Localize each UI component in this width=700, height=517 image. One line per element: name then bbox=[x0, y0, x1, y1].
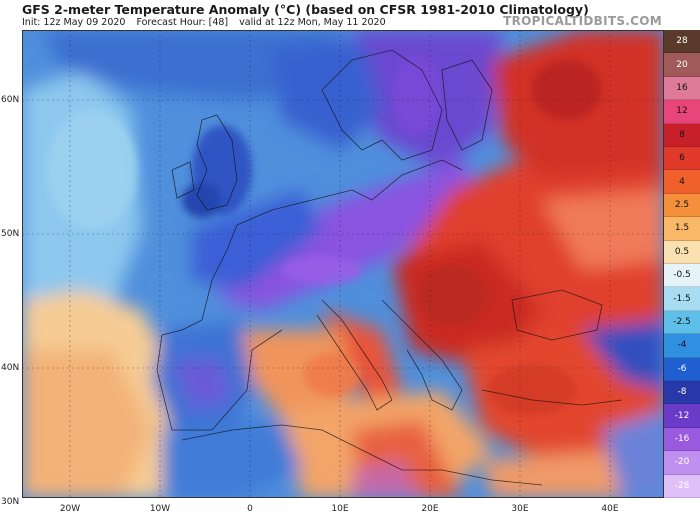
lon-label-20w: 20W bbox=[59, 504, 81, 514]
colorbar-label: 20 bbox=[676, 59, 688, 70]
header: GFS 2-meter Temperature Anomaly (°C) (ba… bbox=[0, 0, 700, 30]
init-time: Init: 12z May 09 2020 bbox=[22, 17, 126, 28]
map-subtitle: Init: 12z May 09 2020 Forecast Hour: [48… bbox=[22, 17, 394, 28]
colorbar-cell: -16 bbox=[664, 427, 700, 452]
colorbar-label: 8 bbox=[679, 129, 685, 140]
lon-label-30e: 30E bbox=[511, 504, 529, 514]
colorbar-cell: 1.5 bbox=[664, 217, 700, 241]
colorbar-cell: -28 bbox=[664, 474, 700, 498]
colorbar-label: -1.5 bbox=[673, 293, 691, 304]
colorbar-label: 0.5 bbox=[674, 246, 690, 257]
colorbar-label: 6 bbox=[679, 153, 685, 164]
colorbar-label: -16 bbox=[674, 433, 690, 444]
colorbar-label: -12 bbox=[674, 410, 690, 421]
colorbar-legend: 28 20 16 12 8 6 4 2.5 1.5 0.5 -0.5 -1.5 -2.5 -4 -6 -8 -1… bbox=[664, 30, 700, 498]
colorbar-label: 4 bbox=[679, 176, 685, 187]
colorbar-label: 28 bbox=[676, 36, 688, 47]
colorbar-cell: -4 bbox=[664, 334, 700, 358]
colorbar-label: 2.5 bbox=[674, 199, 690, 210]
colorbar-cell: 0.5 bbox=[664, 240, 700, 264]
lat-label-60n: 60N bbox=[1, 95, 20, 105]
colorbar-cell: -6 bbox=[664, 357, 700, 381]
colorbar-cell: -8 bbox=[664, 381, 700, 405]
lon-label-0: 0 bbox=[247, 504, 253, 514]
map-canvas bbox=[22, 30, 664, 498]
colorbar-label: -4 bbox=[677, 340, 687, 351]
forecast-hour: Forecast Hour: [48] bbox=[136, 17, 229, 28]
colorbar-cell: 8 bbox=[664, 123, 700, 147]
colorbar-cell: -1.5 bbox=[664, 287, 700, 311]
brand-watermark: TROPICALTIDBITS.COM bbox=[503, 14, 662, 28]
colorbar-cell: 16 bbox=[664, 76, 700, 101]
lat-label-30n: 30N bbox=[1, 497, 20, 507]
colorbar-label: 16 bbox=[676, 82, 688, 93]
colorbar-cell: 12 bbox=[664, 100, 700, 124]
colorbar-cell: 20 bbox=[664, 53, 700, 77]
map-title: GFS 2-meter Temperature Anomaly (°C) (ba… bbox=[22, 2, 589, 17]
colorbar-cell: -12 bbox=[664, 404, 700, 428]
colorbar-label: -6 bbox=[677, 363, 687, 374]
colorbar-cell: 2.5 bbox=[664, 193, 700, 218]
colorbar-cell: -20 bbox=[664, 451, 700, 475]
graticule bbox=[22, 30, 664, 498]
lon-label-40e: 40E bbox=[601, 504, 619, 514]
lon-label-10e: 10E bbox=[331, 504, 349, 514]
colorbar-cell: -0.5 bbox=[664, 264, 700, 288]
lon-label-10w: 10W bbox=[149, 504, 171, 514]
lon-label-20e: 20E bbox=[421, 504, 439, 514]
colorbar-label: 12 bbox=[676, 106, 688, 117]
lat-label-40n: 40N bbox=[1, 363, 20, 373]
colorbar-label: -2.5 bbox=[673, 316, 691, 327]
colorbar-cell: 28 bbox=[664, 30, 700, 54]
coastlines bbox=[156, 49, 623, 486]
colorbar-label: -8 bbox=[677, 387, 687, 398]
colorbar-cell: 6 bbox=[664, 147, 700, 171]
valid-time: valid at 12z Mon, May 11 2020 bbox=[239, 17, 386, 28]
colorbar-label: -20 bbox=[674, 457, 690, 468]
colorbar-label: 1.5 bbox=[674, 223, 690, 234]
colorbar-cell: 4 bbox=[664, 170, 700, 194]
lat-label-50n: 50N bbox=[1, 229, 20, 239]
colorbar-label: -0.5 bbox=[673, 270, 691, 281]
colorbar-cell: -2.5 bbox=[664, 310, 700, 335]
anomaly-map bbox=[22, 30, 664, 498]
colorbar-label: -28 bbox=[674, 480, 690, 491]
